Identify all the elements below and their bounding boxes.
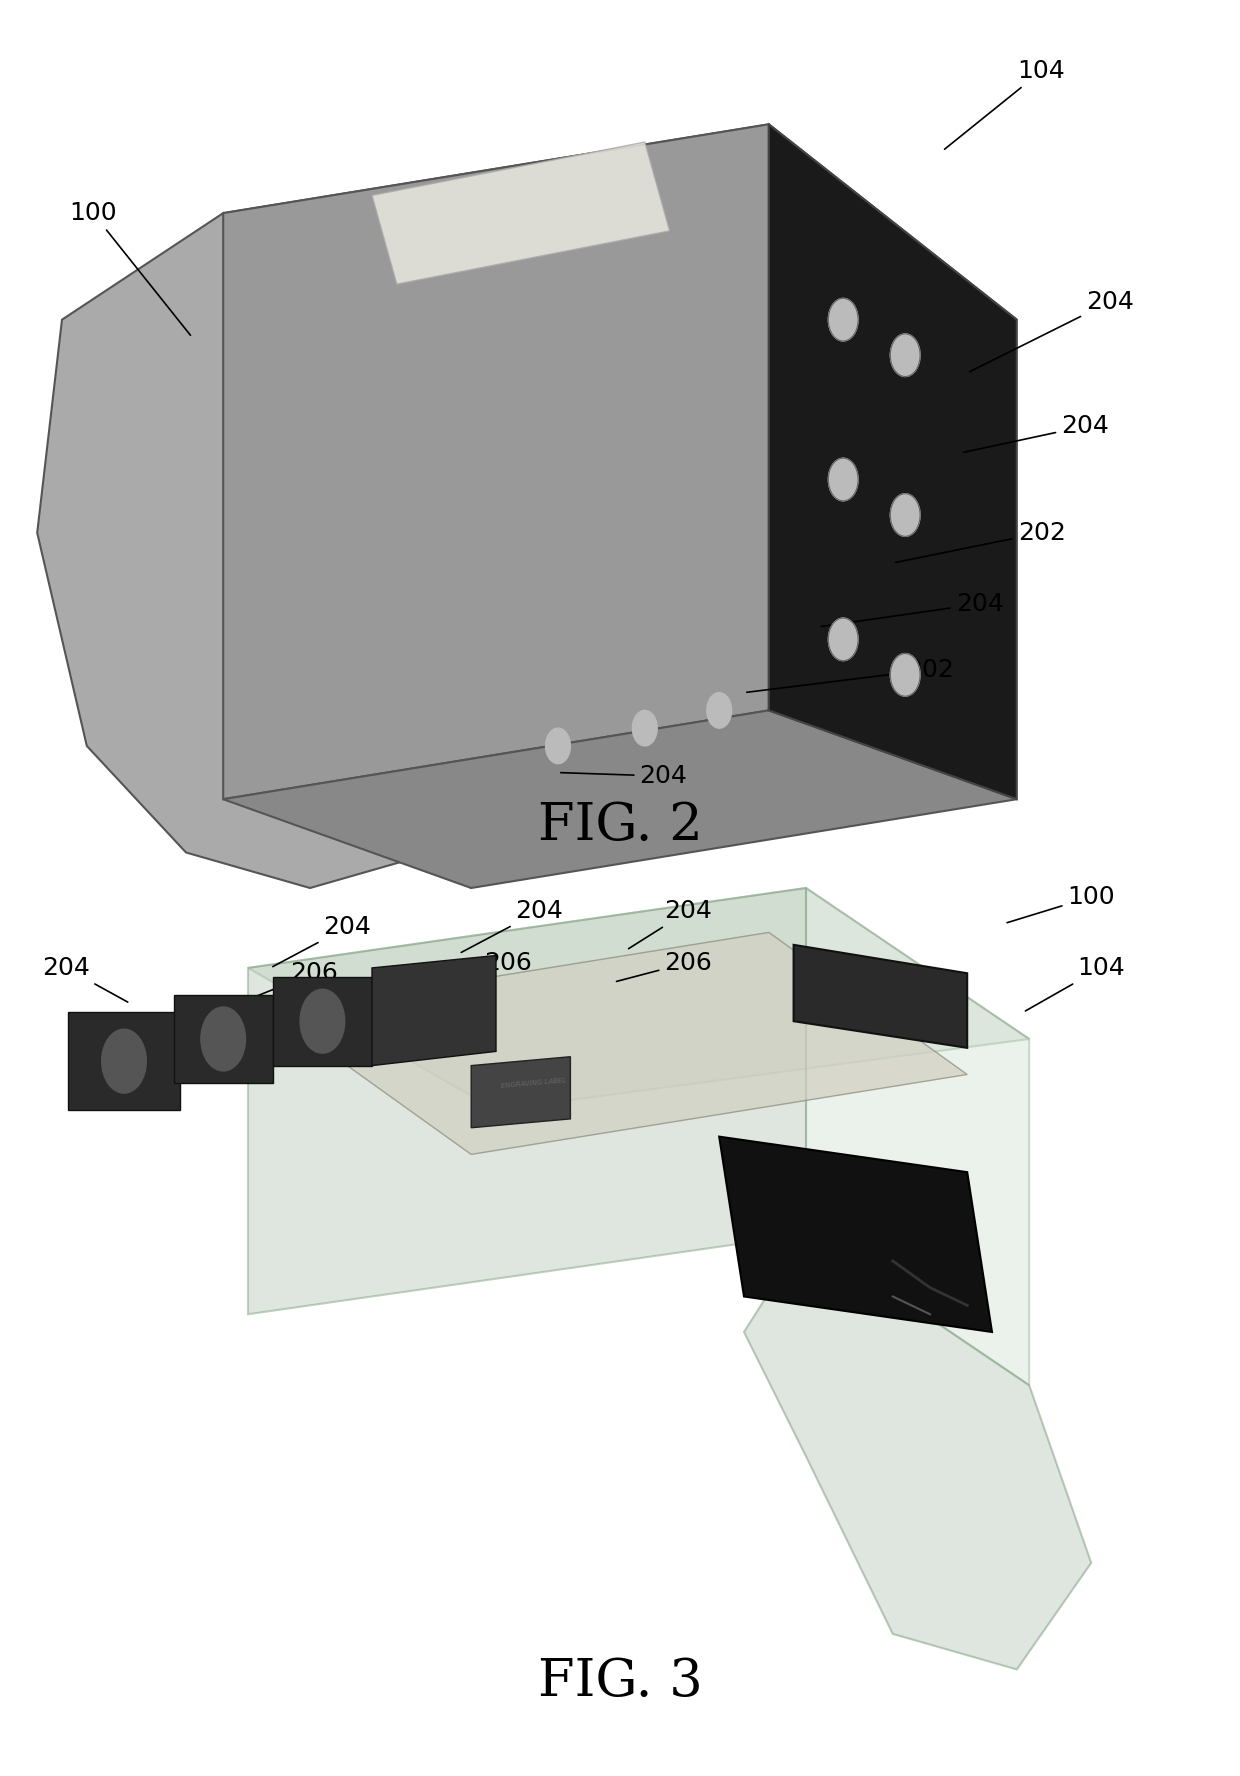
Polygon shape	[273, 977, 372, 1066]
Text: 204: 204	[461, 899, 563, 952]
Circle shape	[828, 298, 858, 341]
Circle shape	[828, 618, 858, 661]
Circle shape	[201, 1007, 246, 1071]
Polygon shape	[223, 124, 1017, 426]
Text: FIG. 3: FIG. 3	[538, 1657, 702, 1707]
Circle shape	[632, 710, 657, 746]
Polygon shape	[248, 888, 1029, 1110]
Polygon shape	[223, 124, 769, 799]
Text: 206: 206	[433, 950, 532, 987]
Text: 104: 104	[1025, 955, 1125, 1011]
Text: 204: 204	[629, 899, 712, 948]
Circle shape	[890, 494, 920, 536]
Text: 204: 204	[560, 764, 687, 789]
Text: 204: 204	[970, 289, 1133, 371]
Polygon shape	[744, 1234, 1091, 1669]
Polygon shape	[769, 124, 1017, 799]
Polygon shape	[68, 1012, 180, 1110]
Polygon shape	[794, 945, 967, 1048]
Circle shape	[890, 654, 920, 696]
Polygon shape	[223, 710, 1017, 888]
Polygon shape	[471, 1057, 570, 1128]
Text: 100: 100	[1007, 884, 1115, 924]
Polygon shape	[372, 142, 670, 284]
Text: 202: 202	[746, 657, 954, 693]
Text: ENGRAVING LABEL: ENGRAVING LABEL	[500, 1078, 567, 1089]
Circle shape	[890, 334, 920, 377]
Text: 204: 204	[963, 414, 1109, 453]
Polygon shape	[806, 888, 1029, 1385]
Text: 100: 100	[69, 201, 191, 336]
Text: 206: 206	[232, 961, 337, 1005]
Polygon shape	[372, 955, 496, 1066]
Text: 206: 206	[616, 950, 712, 982]
Circle shape	[828, 458, 858, 501]
Text: 204: 204	[273, 915, 371, 966]
Polygon shape	[719, 1137, 992, 1332]
Circle shape	[707, 693, 732, 728]
Circle shape	[300, 989, 345, 1053]
Polygon shape	[37, 213, 471, 888]
Circle shape	[102, 1030, 146, 1094]
Polygon shape	[248, 888, 806, 1314]
Text: FIG. 2: FIG. 2	[538, 801, 702, 851]
Polygon shape	[174, 995, 273, 1083]
Text: 204: 204	[821, 591, 1003, 627]
Text: 104: 104	[945, 59, 1065, 149]
Polygon shape	[273, 932, 967, 1154]
Text: 204: 204	[42, 955, 128, 1002]
Text: 202: 202	[895, 520, 1065, 563]
Circle shape	[546, 728, 570, 764]
